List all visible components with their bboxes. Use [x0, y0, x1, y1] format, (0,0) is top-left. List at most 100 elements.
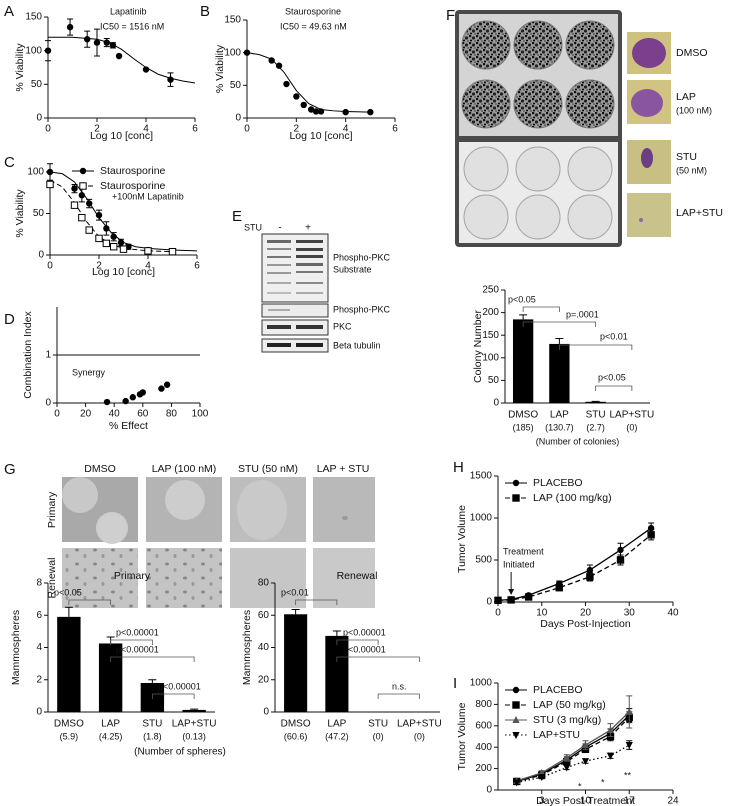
blot-band [267, 325, 291, 329]
y-tick-label: 100 [25, 45, 42, 56]
marker [312, 108, 320, 115]
marker [606, 726, 615, 734]
band-label: Beta tubulin [333, 340, 381, 350]
column-label: LAP (100 nM) [152, 463, 217, 475]
column-label: DMSO [84, 463, 116, 475]
error-bar [148, 679, 157, 683]
band-label: PKC [333, 321, 352, 331]
marker [524, 593, 533, 601]
y-tick-label: 400 [475, 742, 492, 753]
x-tick-label: 6 [192, 124, 198, 135]
value-label: (130.7) [545, 422, 574, 432]
x-axis-label: Log 10 [conc] [92, 266, 155, 278]
y-tick-label: 100 [482, 352, 499, 363]
x-tick-label: 20 [580, 608, 592, 619]
fit-curve [246, 52, 371, 113]
x-tick-label: STU [586, 410, 606, 421]
treatment-label: STU [244, 222, 262, 232]
blot-panel [261, 319, 329, 336]
marker [102, 239, 111, 248]
x-tick-label: LAP+STU [172, 719, 217, 730]
marker [85, 226, 93, 234]
marker [512, 716, 520, 723]
y-tick-label: 1000 [470, 678, 493, 689]
chart-title: Renewal [337, 570, 378, 582]
x-tick-label: 0 [45, 124, 51, 135]
x-tick-label: LAP [550, 410, 569, 421]
annotation: IC50 = 1516 nM [100, 21, 164, 31]
marker [110, 233, 117, 240]
x-tick-label: 100 [192, 409, 209, 420]
legend-label: PLACEBO [533, 477, 583, 489]
colony [641, 148, 653, 168]
marker [268, 57, 275, 64]
significance-bracket [151, 693, 195, 699]
series-line [516, 744, 630, 784]
marker [512, 494, 520, 502]
bar [512, 319, 534, 403]
legend-label: LAP (100 mg/kg) [533, 492, 612, 504]
annotation: IC50 = 49.63 nM [280, 21, 347, 31]
y-axis-label: % Viability [214, 44, 226, 93]
x-tick-label: LAP [101, 719, 120, 730]
y-tick-label: 0 [36, 113, 42, 124]
p-value: p<0.00001 [116, 644, 159, 654]
marker [46, 168, 54, 176]
panel-letter: F [446, 7, 455, 24]
marker [581, 741, 590, 749]
panel-letter: H [453, 459, 464, 476]
marker [93, 39, 101, 46]
p-value: p<0.00001 [158, 681, 201, 691]
marker [275, 62, 283, 69]
y-tick-label: 250 [482, 285, 499, 296]
error-bar [332, 630, 341, 636]
y-tick-label: 60 [258, 610, 270, 621]
inset-label: LAP+STU [676, 207, 723, 219]
error-bar [519, 314, 528, 320]
x-tick-label: 80 [166, 409, 178, 420]
marker [79, 167, 87, 175]
p-value: n.s. [392, 681, 407, 691]
marker [586, 566, 594, 574]
marker [122, 397, 129, 405]
value-label: (0) [626, 422, 637, 432]
y-axis-label: % Viability [14, 43, 26, 92]
blot-panel [261, 303, 329, 318]
x-tick-label: 2 [294, 124, 300, 135]
marker [158, 385, 165, 392]
x-axis-label: Log 10 [conc] [90, 130, 153, 142]
y-tick-label: 20 [258, 674, 270, 685]
x-tick-label: LAP [327, 719, 346, 730]
series-line [516, 716, 630, 783]
marker [70, 201, 79, 209]
series-line [516, 711, 630, 782]
column-label: LAP + STU [317, 463, 370, 475]
x-tick-label: STU [368, 719, 388, 730]
y-tick-label: 100 [27, 167, 44, 178]
marker [142, 66, 150, 73]
x-tick-label: 2 [96, 261, 102, 272]
x-tick-label: 20 [80, 409, 92, 420]
error-bar [291, 608, 300, 615]
marker [507, 596, 515, 604]
blot-band [296, 325, 323, 329]
value-label: (4.25) [99, 731, 123, 741]
y-tick-label: 600 [475, 720, 492, 731]
marker [84, 36, 91, 43]
panel-letter: D [4, 311, 15, 328]
p-value: p<0.05 [54, 587, 82, 597]
blot-band [267, 343, 291, 347]
significance-bracket [336, 656, 420, 662]
annotation: Treatment [503, 546, 544, 556]
marker [86, 200, 93, 207]
legend-label: Staurosporine [100, 165, 166, 177]
inset-label: (100 nM) [676, 105, 712, 115]
marker [512, 479, 520, 487]
annotation: Synergy [72, 367, 106, 377]
y-tick-label: 4 [36, 642, 42, 653]
marker [538, 774, 546, 782]
p-value: p<0.05 [598, 372, 626, 382]
x-tick-label: 6 [392, 124, 398, 135]
bar [585, 401, 606, 403]
